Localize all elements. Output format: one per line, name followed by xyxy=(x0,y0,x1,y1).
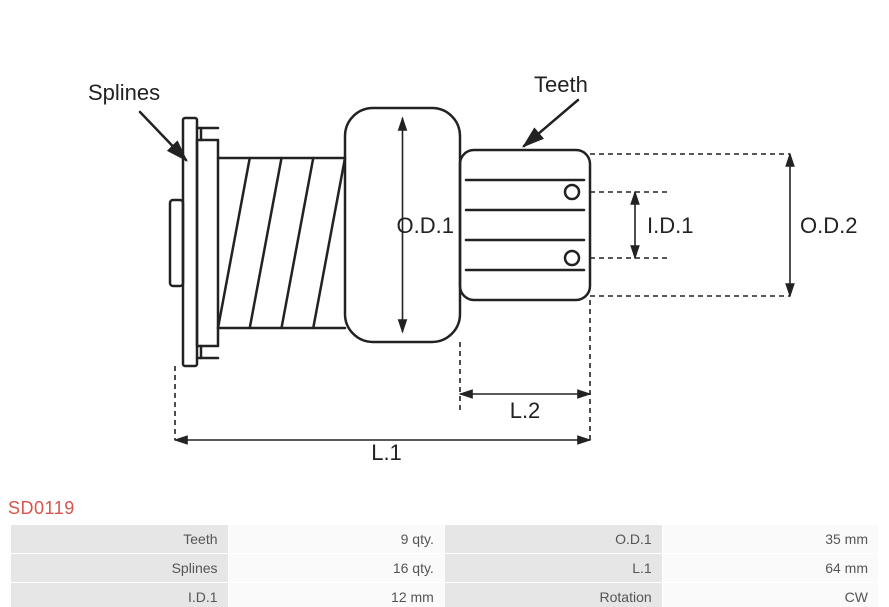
technical-diagram: O.D.1 I.D.1 O.D.2 L.2 L.1 Splines Teeth xyxy=(0,0,889,490)
spec-value: 64 mm xyxy=(663,554,878,582)
spec-value: CW xyxy=(663,583,878,607)
spec-label: Splines xyxy=(11,554,228,582)
spec-label: O.D.1 xyxy=(445,525,662,553)
svg-text:L.1: L.1 xyxy=(371,440,402,465)
svg-text:O.D.2: O.D.2 xyxy=(800,213,857,238)
svg-text:Splines: Splines xyxy=(88,80,160,105)
spec-label: L.1 xyxy=(445,554,662,582)
table-row: Splines 16 qty. L.1 64 mm xyxy=(11,554,878,582)
spec-table: Teeth 9 qty. O.D.1 35 mm Splines 16 qty.… xyxy=(10,524,879,607)
part-code: SD0119 xyxy=(8,498,75,519)
svg-text:O.D.1: O.D.1 xyxy=(397,213,454,238)
diagram-svg: O.D.1 I.D.1 O.D.2 L.2 L.1 Splines Teeth xyxy=(0,0,889,490)
svg-text:I.D.1: I.D.1 xyxy=(647,213,693,238)
page: O.D.1I.D.1O.D.2L.2L.1SplinesTeeth SD0119… xyxy=(0,0,889,607)
svg-text:Teeth: Teeth xyxy=(534,72,588,97)
svg-text:L.2: L.2 xyxy=(510,398,541,423)
table-row: I.D.1 12 mm Rotation CW xyxy=(11,583,878,607)
spec-value: 35 mm xyxy=(663,525,878,553)
spec-value: 12 mm xyxy=(229,583,444,607)
spec-label: Rotation xyxy=(445,583,662,607)
spec-value: 16 qty. xyxy=(229,554,444,582)
spec-value: 9 qty. xyxy=(229,525,444,553)
spec-label: I.D.1 xyxy=(11,583,228,607)
table-row: Teeth 9 qty. O.D.1 35 mm xyxy=(11,525,878,553)
spec-label: Teeth xyxy=(11,525,228,553)
